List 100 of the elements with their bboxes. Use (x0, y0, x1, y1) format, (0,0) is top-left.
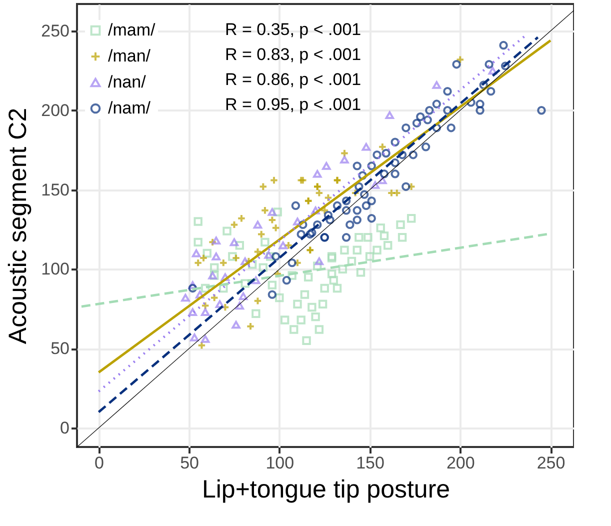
point (290, 325, 298, 334)
x-axis-title: Lip+tongue tip posture (202, 476, 450, 504)
point (338, 264, 348, 274)
point (240, 257, 250, 266)
point (296, 316, 306, 324)
x-tick-label: 50 (180, 454, 200, 472)
point (200, 335, 210, 343)
x-tick-label: 250 (536, 454, 566, 472)
point (380, 170, 389, 178)
point (232, 320, 240, 329)
point (268, 208, 277, 216)
x-tick-label: 100 (266, 454, 294, 472)
point (443, 106, 452, 115)
point (202, 248, 212, 258)
point (253, 220, 262, 229)
y-tick-label: 50 (50, 339, 70, 358)
point (378, 176, 387, 184)
y-tick-label: 100 (41, 260, 70, 279)
point (271, 252, 280, 261)
point (268, 216, 277, 224)
point (275, 293, 284, 302)
point (313, 220, 322, 230)
point (499, 40, 508, 50)
point (398, 150, 407, 160)
point (314, 257, 324, 266)
point (327, 270, 336, 278)
point (212, 252, 221, 260)
point (362, 201, 371, 210)
annotation: R = 0.86, p < .001 (225, 70, 362, 89)
point (356, 268, 366, 277)
y-tick-label: 150 (41, 180, 70, 200)
point (188, 284, 198, 293)
point (390, 158, 400, 168)
point (367, 162, 376, 170)
point (432, 81, 441, 89)
point (488, 66, 498, 75)
legend-label: /nan/ (108, 72, 146, 92)
point (385, 111, 394, 120)
point (311, 206, 320, 214)
point (350, 188, 360, 198)
point (372, 150, 382, 160)
point (486, 86, 496, 96)
point (258, 263, 268, 272)
point (446, 124, 456, 132)
point (352, 216, 362, 224)
point (324, 193, 333, 202)
point (378, 142, 387, 152)
point (288, 271, 296, 280)
point (342, 196, 351, 206)
point (354, 182, 364, 191)
point (342, 206, 351, 215)
point (268, 290, 277, 299)
point (383, 240, 392, 250)
point (188, 281, 198, 289)
point (408, 150, 418, 160)
point (352, 206, 362, 215)
y-tick-label: 250 (41, 21, 70, 40)
point (210, 263, 219, 272)
point (456, 55, 464, 64)
point (398, 233, 407, 242)
point (181, 294, 190, 302)
point (237, 214, 246, 223)
point (390, 170, 400, 178)
point (406, 214, 416, 223)
point (390, 138, 400, 146)
point (326, 216, 334, 224)
point (308, 228, 316, 237)
point (252, 276, 260, 284)
point (302, 336, 311, 345)
point (196, 290, 204, 298)
y-axis-title: Acoustic segment C2 (4, 108, 32, 344)
point (194, 217, 202, 226)
point (280, 316, 290, 324)
point (332, 201, 342, 210)
point (260, 238, 270, 247)
point (412, 118, 422, 128)
point (352, 246, 362, 254)
point (396, 220, 405, 230)
point (537, 106, 546, 115)
point (270, 176, 278, 185)
point (238, 292, 248, 300)
point (188, 308, 198, 316)
point (320, 284, 329, 293)
x-tick-label: 200 (446, 454, 475, 472)
point (364, 233, 372, 242)
point (200, 308, 210, 316)
point (313, 170, 322, 178)
point (425, 106, 434, 115)
point (298, 220, 308, 230)
point (340, 156, 349, 164)
point (232, 254, 240, 262)
point (230, 238, 239, 246)
point (432, 100, 441, 108)
point (340, 246, 349, 254)
y-tick-label: 0 (60, 418, 70, 438)
point (306, 230, 314, 239)
point (322, 162, 331, 170)
point (432, 124, 441, 132)
point (282, 276, 291, 285)
point (365, 252, 374, 261)
